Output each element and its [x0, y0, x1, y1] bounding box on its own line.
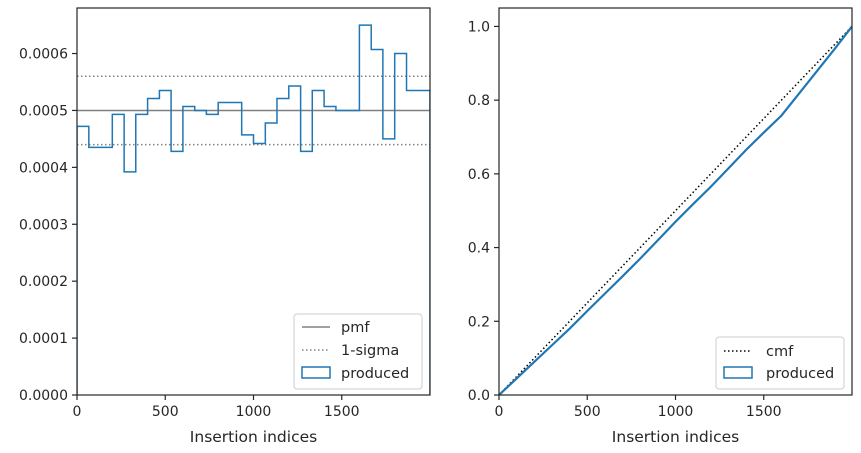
- right-panel-cumulative: 0 500 1000 1500 0.0 0.2 0.4 0.6 0.8 1.0 Insertion …: [468, 7, 853, 446]
- left-y-tick-label: 0.0003: [19, 217, 68, 233]
- right-x-axis-label: Insertion indices: [612, 428, 739, 446]
- right-x-tick-label: 1000: [658, 404, 694, 420]
- right-y-tick-label: 0.4: [468, 241, 490, 257]
- histogram-step-produced: [77, 24, 430, 395]
- legend-label-cmf: cmf: [766, 344, 794, 360]
- legend-box: [293, 313, 423, 390]
- left-x-tick-label: 1500: [324, 404, 360, 420]
- right-y-tick-label: 1.0: [468, 19, 490, 35]
- left-x-tick-label: 500: [152, 404, 179, 420]
- legend-box: [715, 336, 845, 390]
- left-x-tick-label: 1000: [236, 404, 272, 420]
- legend-label-produced: produced: [766, 366, 834, 382]
- left-x-tick-label: 0: [73, 404, 82, 420]
- left-panel-histogram: 0 500 1000 1500 0.0000 0.0001 0.0002 0.0003 0.00…: [19, 7, 431, 446]
- left-y-tick-label: 0.0004: [19, 160, 68, 176]
- right-x-tick-label: 0: [495, 404, 504, 420]
- right-y-tick-label: 0.8: [468, 93, 490, 109]
- legend-label-produced: produced: [341, 366, 409, 382]
- produced-cumulative-line: [499, 25, 852, 395]
- legend-swatch-produced: [301, 366, 331, 379]
- right-legend: cmf produced: [715, 336, 845, 390]
- left-y-tick-label: 0.0006: [19, 47, 68, 63]
- left-data-layer: [77, 24, 430, 395]
- right-x-tick-label: 1500: [746, 404, 782, 420]
- right-x-tick-label: 500: [574, 404, 601, 420]
- legend-swatch-produced: [723, 366, 753, 379]
- right-data-layer: [499, 25, 852, 395]
- left-legend: pmf 1-sigma produced: [293, 313, 423, 390]
- left-x-axis-label: Insertion indices: [190, 428, 317, 446]
- right-y-tick-label: 0.2: [468, 314, 490, 330]
- right-y-tick-label: 0.6: [468, 167, 490, 183]
- legend-label-pmf: pmf: [341, 320, 370, 336]
- left-y-tick-label: 0.0002: [19, 274, 68, 290]
- left-y-tick-label: 0.0001: [19, 331, 68, 347]
- left-y-tick-label: 0.0000: [19, 388, 68, 404]
- cmf-line: [499, 25, 852, 395]
- legend-label-1-sigma: 1-sigma: [341, 343, 399, 359]
- right-plot-area: [499, 8, 852, 395]
- right-y-tick-label: 0.0: [468, 388, 490, 404]
- left-y-tick-label: 0.0005: [19, 103, 68, 119]
